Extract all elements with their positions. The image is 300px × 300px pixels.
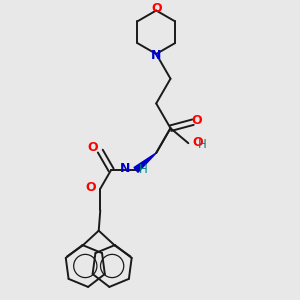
Text: N: N [120, 162, 130, 175]
Text: O: O [151, 2, 161, 15]
Text: H: H [198, 138, 206, 151]
Text: N: N [151, 49, 161, 62]
Text: O: O [192, 136, 203, 149]
Text: O: O [191, 114, 202, 127]
Text: H: H [139, 163, 148, 176]
Text: O: O [87, 142, 98, 154]
Text: O: O [85, 181, 96, 194]
Polygon shape [134, 153, 156, 172]
